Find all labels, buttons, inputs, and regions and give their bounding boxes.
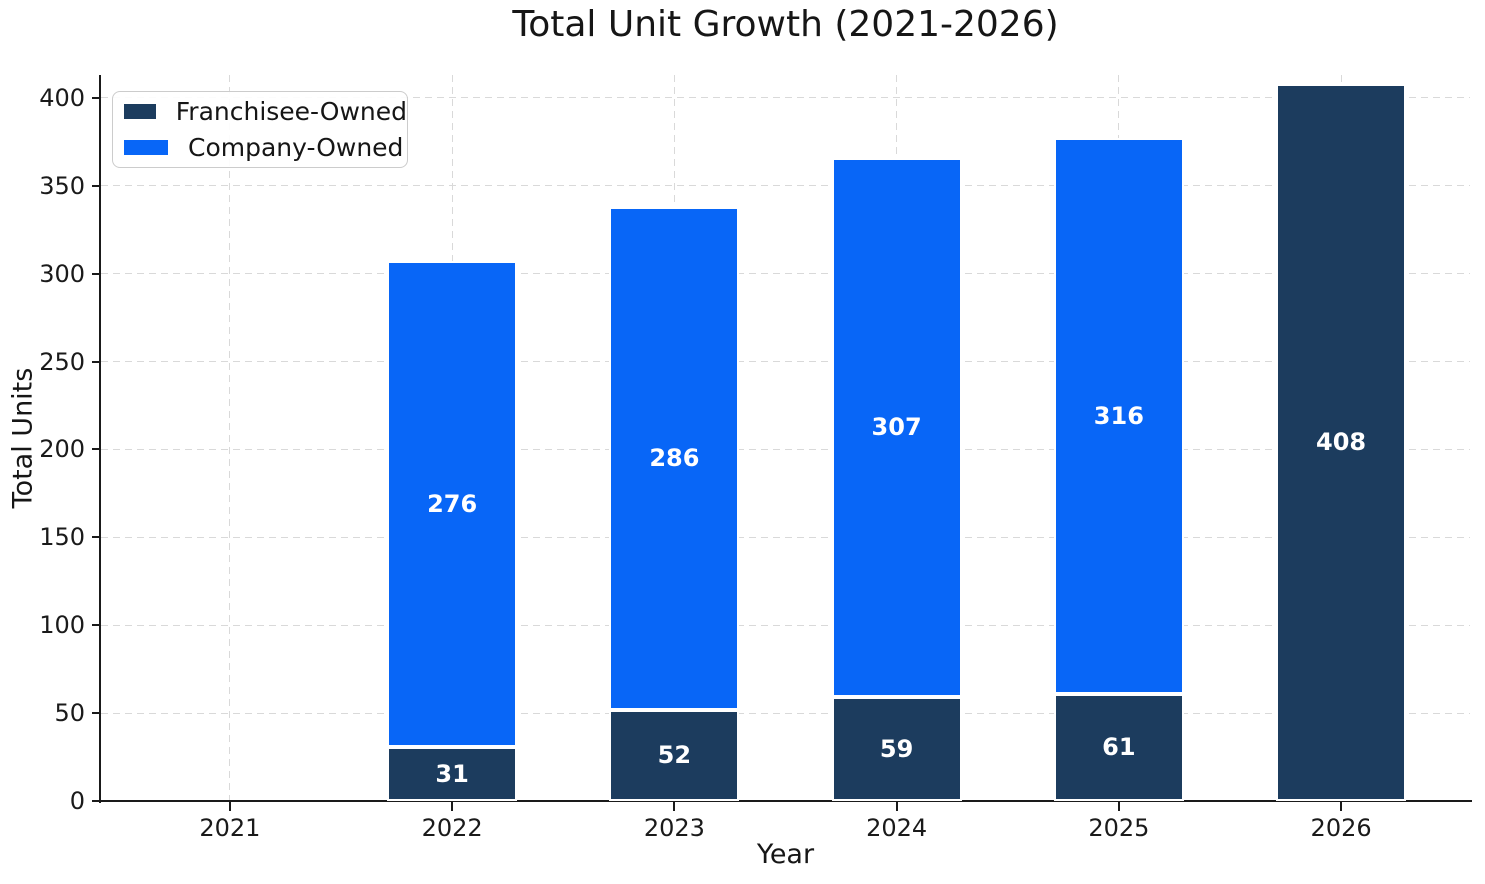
y-tick bbox=[92, 624, 101, 627]
y-axis-spine bbox=[99, 75, 101, 803]
x-tick bbox=[895, 802, 898, 811]
chart-title: Total Unit Growth (2021-2026) bbox=[512, 4, 1059, 45]
legend-item-company-owned: Company-Owned bbox=[124, 133, 407, 162]
bar-segment-franchisee-owned-2022 bbox=[387, 746, 518, 801]
bar-segment-franchisee-owned-2025 bbox=[1053, 693, 1184, 801]
x-tick bbox=[228, 802, 231, 811]
legend: Franchisee-Owned Company-Owned bbox=[112, 91, 408, 168]
x-tick bbox=[673, 802, 676, 811]
x-tick-label: 2024 bbox=[866, 814, 928, 842]
bar-value-label: 408 bbox=[1316, 428, 1367, 457]
x-axis-spine bbox=[99, 800, 1472, 802]
y-tick-label: 50 bbox=[54, 699, 85, 728]
x-tick-label: 2025 bbox=[1088, 814, 1150, 842]
x-tick-label: 2026 bbox=[1310, 814, 1372, 842]
gridline-horizontal bbox=[101, 273, 1470, 275]
gridline-horizontal bbox=[101, 361, 1470, 363]
bar-value-label: 59 bbox=[879, 735, 914, 764]
bar-value-label: 52 bbox=[657, 741, 692, 770]
y-tick-label: 400 bbox=[39, 83, 85, 112]
y-tick-label: 0 bbox=[69, 787, 85, 815]
y-tick-label: 250 bbox=[39, 347, 85, 376]
legend-label-franchisee-owned: Franchisee-Owned bbox=[175, 97, 407, 126]
y-tick-label: 150 bbox=[39, 523, 85, 552]
y-tick bbox=[92, 96, 101, 99]
bar-segment-company-owned-2025 bbox=[1053, 138, 1184, 694]
y-tick bbox=[92, 272, 101, 275]
gridline-vertical bbox=[229, 75, 231, 801]
bar-value-label: 31 bbox=[435, 759, 469, 788]
bar-value-label: 316 bbox=[1093, 402, 1144, 431]
x-tick bbox=[1340, 802, 1343, 811]
y-tick bbox=[92, 536, 101, 539]
y-tick-label: 350 bbox=[39, 171, 85, 200]
y-tick-label: 200 bbox=[39, 435, 85, 464]
y-tick-label: 100 bbox=[39, 611, 85, 640]
y-tick bbox=[92, 800, 101, 802]
x-tick-label: 2022 bbox=[421, 814, 483, 842]
gridline-horizontal bbox=[101, 712, 1470, 714]
legend-swatch-company-owned bbox=[124, 140, 168, 155]
bar-value-label: 61 bbox=[1102, 733, 1136, 762]
legend-label-company-owned: Company-Owned bbox=[188, 133, 404, 162]
legend-item-franchisee-owned: Franchisee-Owned bbox=[124, 97, 407, 126]
bar-segment-company-owned-2023 bbox=[609, 206, 740, 710]
y-tick-label: 300 bbox=[39, 259, 85, 288]
gridline-horizontal bbox=[101, 185, 1470, 187]
gridline-horizontal bbox=[101, 448, 1470, 450]
y-tick bbox=[92, 448, 101, 451]
bar-segment-company-owned-2024 bbox=[831, 157, 962, 698]
legend-swatch-franchisee-owned bbox=[124, 104, 156, 119]
bar-value-label: 286 bbox=[649, 444, 700, 473]
bar-segment-franchisee-owned-2024 bbox=[831, 697, 962, 801]
y-tick bbox=[92, 712, 101, 715]
gridline-horizontal bbox=[101, 624, 1470, 626]
bar-segment-franchisee-owned-2023 bbox=[609, 709, 740, 801]
x-tick-label: 2023 bbox=[643, 814, 705, 842]
x-tick bbox=[451, 802, 454, 811]
x-tick-label: 2021 bbox=[199, 814, 261, 842]
bar-segment-company-owned-2022 bbox=[387, 261, 518, 747]
bar-value-label: 276 bbox=[427, 489, 478, 518]
bar-segment-franchisee-owned-2026 bbox=[1276, 83, 1407, 801]
y-tick bbox=[92, 184, 101, 187]
bar-value-label: 307 bbox=[871, 413, 922, 442]
x-tick bbox=[1117, 802, 1120, 811]
gridline-horizontal bbox=[101, 536, 1470, 538]
x-axis-label: Year bbox=[756, 839, 815, 870]
y-tick bbox=[92, 360, 101, 363]
gridline-horizontal bbox=[101, 97, 1470, 99]
